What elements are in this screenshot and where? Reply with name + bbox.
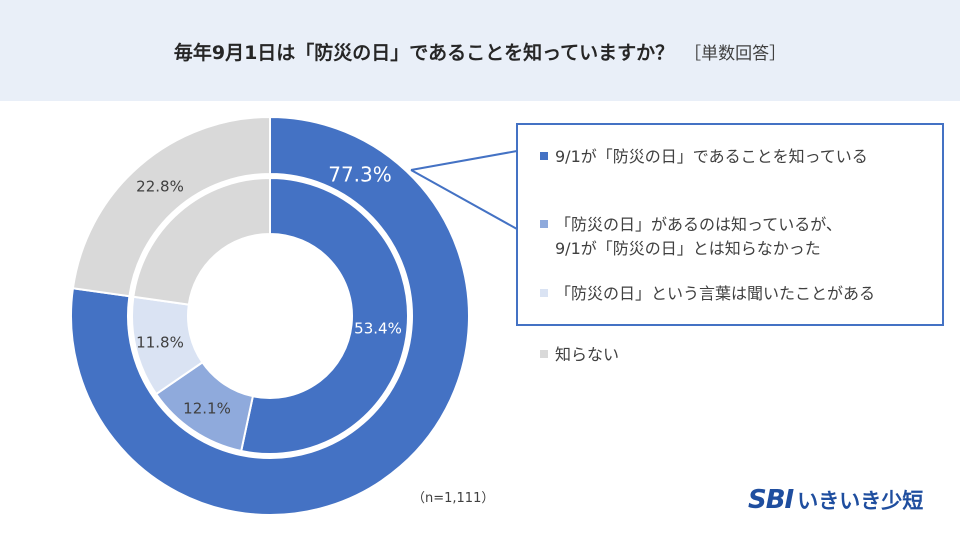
sample-size-note: （n=1,111） bbox=[412, 491, 495, 506]
legend-label: 知らない bbox=[555, 345, 620, 364]
inner-label-0: 53.4% bbox=[354, 320, 402, 338]
header-band bbox=[0, 0, 960, 101]
legend-item-0: 9/1が「防災の日」であることを知っている bbox=[540, 145, 868, 169]
outer-slice-0 bbox=[70, 115, 470, 516]
chart-title: 毎年9月1日は「防災の日」であることを知っていますか？ ［単数回答］ bbox=[0, 38, 960, 65]
legend-label: 9/1が「防災の日」とは知らなかった bbox=[555, 239, 821, 258]
logo-brand: SBI bbox=[748, 485, 794, 515]
outer-ring bbox=[70, 115, 470, 516]
legend-highlight-box bbox=[516, 123, 944, 326]
legend-label: 「防災の日」があるのは知っているが、 bbox=[555, 215, 842, 234]
brand-logo: SBI いきいき少短 bbox=[748, 485, 923, 519]
outer-slice-1 bbox=[71, 115, 271, 298]
title-text: 毎年9月1日は「防災の日」であることを知っていますか？ bbox=[173, 42, 675, 64]
legend-swatch bbox=[540, 288, 548, 297]
legend-label: 9/1が「防災の日」であることを知っている bbox=[555, 147, 868, 166]
inner-label-1: 12.1% bbox=[183, 400, 231, 418]
legend-label: 「防災の日」という言葉は聞いたことがある bbox=[555, 284, 876, 303]
inner-slice-0 bbox=[240, 176, 409, 455]
legend-swatch bbox=[540, 349, 548, 358]
inner-ring bbox=[131, 176, 409, 455]
ring-labels: 77.3% 22.8% 53.4% 12.1% 11.8% bbox=[136, 163, 402, 418]
callout-line-lower bbox=[410, 169, 518, 230]
legend-item-2: 「防災の日」という言葉は聞いたことがある bbox=[540, 282, 875, 306]
legend-item-3: 知らない bbox=[540, 343, 619, 367]
inner-label-2: 11.8% bbox=[136, 334, 184, 352]
outer-label-1: 22.8% bbox=[136, 178, 184, 196]
inner-slice-3 bbox=[132, 176, 271, 306]
legend-item-1: 「防災の日」があるのは知っているが、 9/1が「防災の日」とは知らなかった bbox=[540, 213, 842, 261]
legend-swatch bbox=[540, 151, 548, 160]
logo-product: いきいき少短 bbox=[797, 489, 924, 513]
callout-line-upper bbox=[410, 150, 518, 171]
legend-swatch bbox=[540, 219, 548, 228]
outer-label-0: 77.3% bbox=[328, 163, 392, 187]
title-suffix: ［単数回答］ bbox=[684, 44, 787, 64]
